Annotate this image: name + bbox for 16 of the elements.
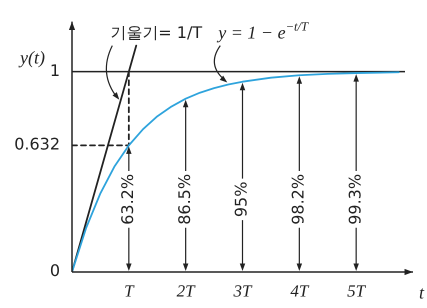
- x-tick-label: 5T: [347, 282, 367, 301]
- y-tick-label: 1: [50, 60, 60, 80]
- x-tick-label: T: [124, 282, 136, 301]
- annotation: 95%: [232, 182, 251, 218]
- x-axis-title: t: [419, 282, 425, 303]
- x-tick-label: 2T: [176, 282, 196, 301]
- x-tick-label: 4T: [290, 282, 310, 301]
- y-axis-title: y(t): [18, 47, 45, 68]
- annotation: 99.3%: [345, 174, 364, 225]
- annotation: 63.2%: [118, 174, 137, 225]
- y-tick-label: 0: [50, 261, 60, 280]
- annotation: 기울기= 1/T: [110, 22, 202, 42]
- annotation: 98.2%: [288, 174, 308, 225]
- x-tick-label: 3T: [232, 282, 254, 301]
- y-tick-label: 0.632: [14, 134, 60, 154]
- annotation: 86.5%: [174, 174, 194, 225]
